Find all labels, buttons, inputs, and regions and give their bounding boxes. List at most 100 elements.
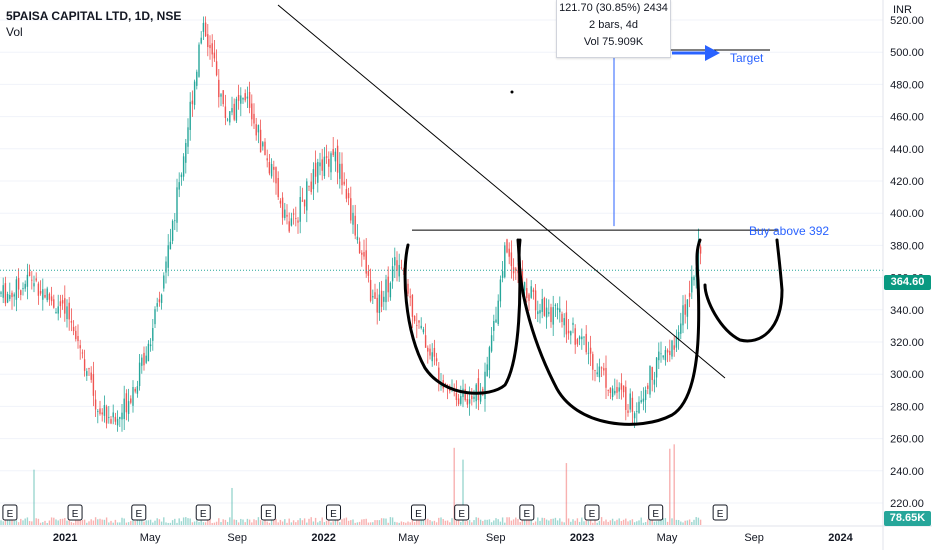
candle-body [189, 101, 191, 130]
candle-body [108, 417, 110, 419]
volume-bar [198, 522, 200, 525]
volume-bar [94, 517, 97, 525]
volume-bar [246, 518, 249, 525]
volume-bar [658, 520, 660, 525]
volume-bar [517, 519, 519, 525]
candle-body [574, 328, 576, 345]
candle-body [341, 163, 343, 186]
volume-bar [196, 520, 198, 525]
earnings-marker: E [584, 504, 600, 521]
volume-bar [464, 521, 466, 525]
volume-bar [108, 522, 110, 525]
volume-bar [363, 519, 365, 525]
volume-bar [609, 520, 612, 525]
candle-body [495, 319, 497, 323]
volume-bar [127, 522, 130, 525]
volume-bar [365, 518, 367, 525]
volume-bar [204, 522, 207, 525]
cup-drawing [517, 238, 702, 426]
candle-body [611, 388, 614, 397]
earnings-marker: E [326, 504, 342, 521]
symbol-title[interactable]: 5PAISA CAPITAL LTD, 1D, NSE [6, 9, 182, 23]
volume-bar [576, 518, 579, 525]
candle-body [83, 359, 86, 371]
volume-bar [317, 522, 319, 525]
candle-body [479, 390, 482, 402]
candle-body [152, 328, 154, 341]
volume-bar [57, 520, 59, 525]
candle-body [345, 189, 348, 199]
volume-bar [101, 519, 103, 525]
volume-bar [143, 521, 145, 525]
volume-bar [88, 521, 90, 525]
volume-bar [332, 521, 334, 525]
volume-bar [680, 521, 682, 525]
volume-bar [603, 521, 605, 525]
candle-body [545, 307, 548, 318]
candle-body [204, 22, 207, 37]
candle-body [581, 336, 583, 340]
volume-bar [242, 519, 244, 525]
volume-bar [237, 522, 240, 525]
volume-bar [347, 520, 350, 525]
candle-body [279, 200, 282, 204]
earnings-marker-label: E [135, 509, 142, 520]
candle-body [594, 370, 596, 371]
volume-bar [141, 520, 143, 525]
volume-bar [537, 517, 539, 525]
candle-body [640, 400, 642, 403]
volume-bar [367, 522, 370, 525]
candle-body [226, 119, 229, 121]
candle-body [504, 245, 506, 278]
volume-bar [270, 520, 273, 525]
volume-bar [636, 521, 638, 525]
candle-body [438, 367, 440, 382]
candle-body [550, 307, 552, 323]
candle-body [328, 158, 330, 167]
last-price-tag: 364.60 [884, 275, 931, 290]
earnings-marker-box [712, 504, 728, 521]
volume-bar [145, 520, 147, 525]
candle-body [196, 71, 198, 86]
candle-body [541, 299, 543, 312]
candle-body [220, 94, 222, 97]
volume-bar [622, 519, 625, 525]
volume-bar [202, 522, 205, 525]
volume-bar [50, 517, 53, 525]
candle-body [625, 386, 627, 410]
volume-label[interactable]: Vol [6, 25, 23, 39]
x-axis[interactable]: 2021 May Sep 2022 May Sep 2023 May Sep 2024 [0, 525, 932, 544]
volume-bar [444, 520, 447, 525]
volume-tag: 78.65K [884, 511, 931, 526]
volume-bar [178, 518, 180, 525]
candle-body [460, 396, 462, 404]
candle-body [638, 401, 640, 414]
volume-bar [482, 521, 484, 525]
volume-bar [299, 518, 301, 525]
volume-bar [644, 522, 647, 525]
candle-body [79, 345, 81, 349]
volume-bar [594, 518, 596, 525]
candle-body [677, 331, 680, 340]
candle-body [473, 396, 475, 399]
candle-body [343, 181, 345, 185]
volume-bar [215, 521, 218, 525]
volume-bar [512, 519, 515, 525]
volume-bar [642, 522, 645, 525]
candle-body [143, 352, 145, 366]
candle-body [268, 162, 271, 174]
candle-body [636, 411, 638, 412]
target-arrow-head [705, 45, 720, 61]
candle-body [433, 347, 436, 357]
y-axis[interactable]: 220.00 240.00 260.00 280.00 300.00 320.00 340.… [882, 0, 924, 550]
candle-body [418, 320, 420, 323]
candle-body [592, 354, 594, 370]
volume-bar [356, 522, 359, 525]
volume-bar [171, 520, 174, 525]
candle-body [215, 61, 218, 76]
volume-bar [75, 519, 77, 525]
candle-body [598, 366, 601, 378]
